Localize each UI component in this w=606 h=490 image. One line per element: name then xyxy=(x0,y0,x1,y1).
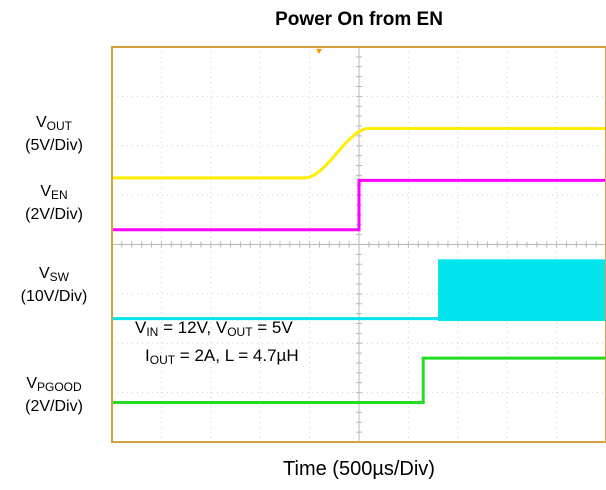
trigger-marker-icon xyxy=(316,49,322,54)
traces xyxy=(112,126,606,404)
cond1-a: V xyxy=(135,318,147,337)
cond1-b: = 12V, V xyxy=(158,318,228,337)
vsw-label-base: V xyxy=(38,265,50,282)
ven-scale: (2V/Div) xyxy=(25,206,83,223)
vpgood-label-base: V xyxy=(26,375,37,392)
cond2-a: I xyxy=(145,346,150,365)
cond1-b-sub: OUT xyxy=(227,325,253,339)
ven-label-base: V xyxy=(40,183,51,200)
ven-trace xyxy=(112,178,606,232)
ven-label: VEN (2V/Div) xyxy=(0,182,108,225)
cond2-b: = 2A, L = 4.7µH xyxy=(175,346,299,365)
vsw-switching-band xyxy=(438,259,606,322)
vpgood-label: VPGOOD (2V/Div) xyxy=(0,374,108,417)
condition-line-1: VIN = 12V, VOUT = 5V xyxy=(135,318,293,339)
vout-trace xyxy=(112,126,606,180)
vpgood-trace xyxy=(112,356,606,404)
cond2-a-sub: OUT xyxy=(149,353,176,367)
condition-line-2: IOUT = 2A, L = 4.7µH xyxy=(145,346,299,367)
ven-label-sub: EN xyxy=(51,188,68,202)
vpgood-label-sub: PGOOD xyxy=(37,380,82,394)
vout-scale: (5V/Div) xyxy=(25,137,83,154)
vout-label-base: V xyxy=(35,114,47,131)
cond1-a-sub: IN xyxy=(146,325,159,339)
x-axis-label: Time (500µs/Div) xyxy=(283,458,435,480)
cond1-c: = 5V xyxy=(252,318,293,337)
chart-title: Power On from EN xyxy=(275,9,443,30)
grid xyxy=(111,46,606,443)
vpgood-scale: (2V/Div) xyxy=(25,398,83,415)
vsw-label-sub: SW xyxy=(49,270,69,284)
vout-label-sub: OUT xyxy=(46,119,72,133)
vout-label: VOUT (5V/Div) xyxy=(0,113,108,156)
vsw-label: VSW (10V/Div) xyxy=(0,264,108,307)
vsw-scale: (10V/Div) xyxy=(20,288,88,305)
plot-border xyxy=(111,46,606,443)
